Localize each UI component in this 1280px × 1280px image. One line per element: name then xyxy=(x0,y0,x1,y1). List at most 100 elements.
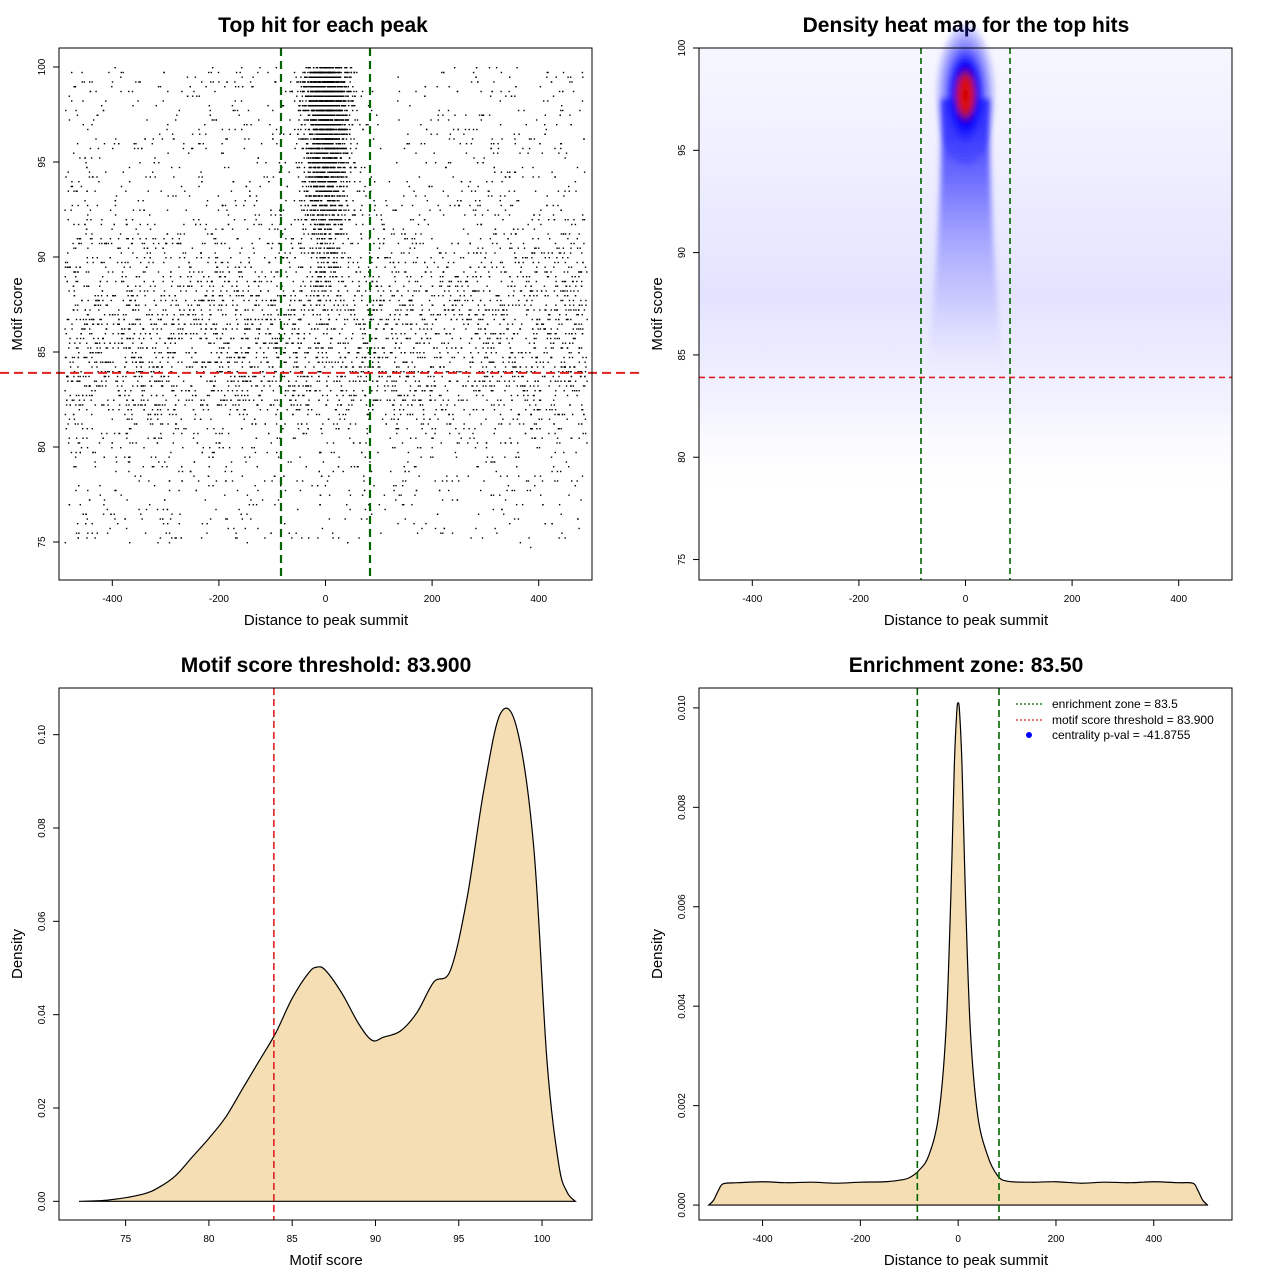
scatter-point xyxy=(150,418,152,420)
scatter-point xyxy=(369,290,371,292)
scatter-point xyxy=(508,361,510,363)
scatter-point xyxy=(261,499,264,501)
scatter-point xyxy=(182,285,185,287)
scatter-point xyxy=(280,214,282,216)
scatter-point xyxy=(360,95,362,97)
scatter-point xyxy=(545,347,547,349)
scatter-point xyxy=(114,200,117,202)
scatter-point xyxy=(226,356,228,359)
scatter-point xyxy=(170,285,173,287)
scatter-point xyxy=(228,280,230,283)
scatter-point xyxy=(362,390,364,392)
scatter-point xyxy=(246,513,248,515)
scatter-point xyxy=(141,371,144,373)
scatter-point xyxy=(124,518,126,520)
scatter-point xyxy=(480,423,482,425)
scatter-point xyxy=(535,323,538,325)
scatter-point xyxy=(205,323,207,325)
scatter-point xyxy=(364,185,366,188)
scatter-point xyxy=(211,451,214,454)
scatter-point xyxy=(550,271,552,273)
scatter-point xyxy=(516,418,519,420)
scatter-point xyxy=(311,252,314,254)
scatter-point xyxy=(86,356,88,359)
scatter-point xyxy=(430,366,433,368)
scatter-point xyxy=(372,399,375,401)
scatter-point xyxy=(432,437,434,439)
scatter-point xyxy=(571,390,574,392)
scatter-point xyxy=(458,204,460,207)
scatter-point xyxy=(564,304,566,306)
scatter-point xyxy=(393,418,395,420)
scatter-point xyxy=(241,394,243,397)
scatter-point xyxy=(470,190,473,192)
scatter-point xyxy=(259,185,261,188)
scatter-point xyxy=(315,347,317,349)
scatter-point xyxy=(426,328,429,330)
scatter-point xyxy=(189,470,192,473)
scatter-point xyxy=(341,375,343,378)
scatter-point xyxy=(444,385,446,387)
scatter-point xyxy=(67,380,69,382)
scatter-point xyxy=(402,399,404,401)
scatter-point xyxy=(417,447,419,449)
scatter-point xyxy=(124,413,126,416)
scatter-point xyxy=(359,328,362,330)
scatter-point xyxy=(378,371,380,373)
scatter-point xyxy=(551,523,553,525)
scatter-point xyxy=(509,276,511,278)
scatter-point xyxy=(247,328,249,330)
scatter-point xyxy=(449,162,452,164)
scatter-point xyxy=(142,200,144,202)
scatter-point xyxy=(561,532,563,534)
scatter-point xyxy=(298,347,301,349)
scatter-point xyxy=(270,304,272,306)
scatter-point xyxy=(215,480,218,482)
scatter-point xyxy=(205,337,207,340)
scatter-point xyxy=(534,190,537,192)
scatter-point xyxy=(539,475,542,477)
scatter-point xyxy=(168,352,170,354)
scatter-point xyxy=(249,380,251,382)
scatter-point xyxy=(269,385,271,387)
scatter-point xyxy=(250,366,252,368)
scatter-point xyxy=(275,347,278,349)
scatter-point xyxy=(460,371,462,373)
scatter-point xyxy=(528,342,531,344)
scatter-point xyxy=(490,404,493,406)
scatter-point xyxy=(151,409,154,411)
scatter-point xyxy=(272,366,274,368)
scatter-point xyxy=(441,499,444,501)
scatter-point xyxy=(90,157,93,159)
scatter-point xyxy=(103,404,105,406)
scatter-point xyxy=(500,399,502,401)
scatter-point xyxy=(160,375,162,378)
scatter-point xyxy=(403,371,405,373)
scatter-point xyxy=(185,299,187,302)
scatter-point xyxy=(568,494,570,496)
scatter-point xyxy=(554,147,556,150)
scatter-point xyxy=(238,271,240,273)
scatter-point xyxy=(523,394,525,397)
scatter-point xyxy=(355,271,357,273)
scatter-point xyxy=(400,494,402,496)
scatter-point xyxy=(536,295,538,297)
scatter-point xyxy=(425,162,427,164)
scatter-point xyxy=(331,347,333,349)
scatter-point xyxy=(234,314,237,316)
scatter-point xyxy=(70,380,73,382)
scatter-point xyxy=(537,385,539,387)
scatter-point xyxy=(94,304,97,306)
scatter-point xyxy=(557,261,559,264)
scatter-point xyxy=(221,204,224,207)
scatter-point xyxy=(208,318,210,321)
scatter-point xyxy=(201,361,203,363)
scatter-point xyxy=(259,67,261,69)
scatter-point xyxy=(474,200,477,202)
scatter-point xyxy=(367,314,370,316)
scatter-point xyxy=(504,176,507,178)
scatter-point xyxy=(524,399,526,401)
scatter-point xyxy=(448,380,450,382)
scatter-point xyxy=(286,185,288,188)
scatter-point xyxy=(315,337,317,340)
